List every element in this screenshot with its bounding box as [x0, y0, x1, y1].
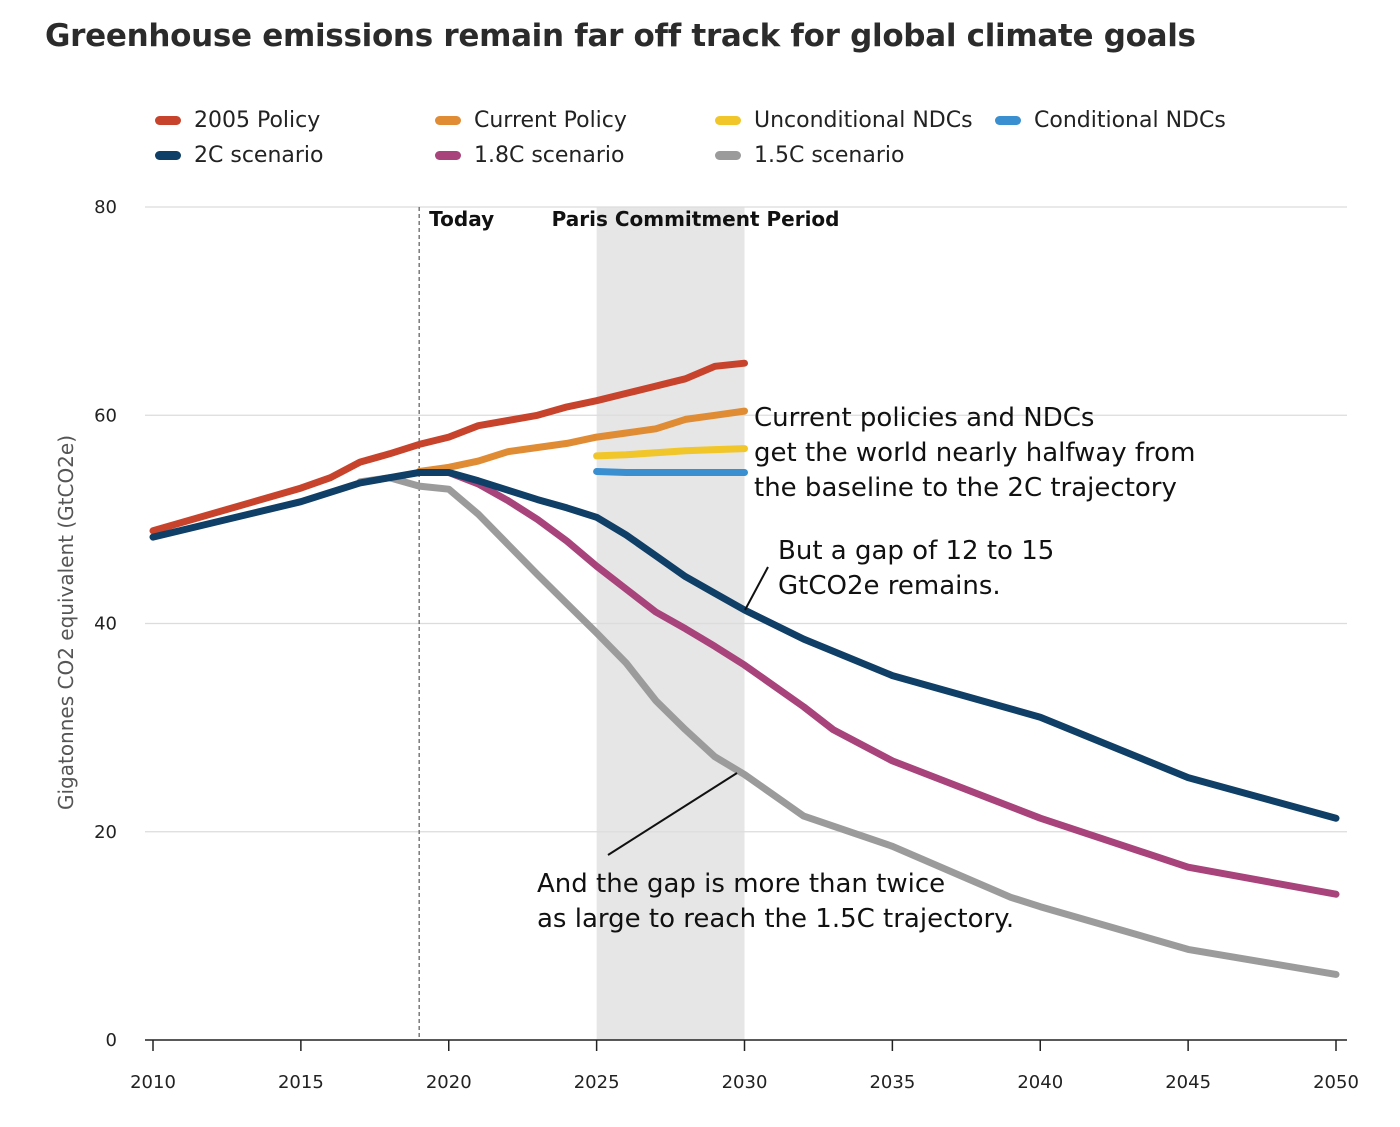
legend-swatch — [435, 116, 461, 125]
annotation-leader-1-5c — [607, 772, 738, 856]
paris-period-label: Paris Commitment Period — [552, 207, 840, 231]
y-tick-label: 20 — [94, 822, 117, 843]
legend-swatch — [155, 151, 181, 160]
legend-item: 2005 Policy — [155, 108, 320, 133]
legend-item: 2C scenario — [155, 143, 324, 168]
x-tick-label: 2010 — [130, 1072, 176, 1093]
annotation-1-5c-gap-line: And the gap is more than twice — [537, 869, 945, 899]
annotation-2c-gap-line: GtCO2e remains. — [778, 571, 1001, 601]
series-line-conditional-ndcs — [593, 468, 748, 476]
annotation-leader-2c — [744, 566, 769, 611]
annotation-policies-line: get the world nearly halfway from — [754, 438, 1195, 468]
legend-item: 1.8C scenario — [435, 143, 624, 168]
y-tick-label: 60 — [94, 405, 117, 426]
legend-item: Current Policy — [435, 108, 627, 133]
legend-label: Conditional NDCs — [1034, 108, 1226, 133]
legend-swatch — [995, 116, 1021, 125]
legend-label: Unconditional NDCs — [754, 108, 973, 133]
annotation-1-5c-gap-line: as large to reach the 1.5C trajectory. — [537, 904, 1014, 934]
series-line-2c-scenario — [149, 469, 1340, 822]
x-tick-label: 2035 — [869, 1072, 915, 1093]
legend-label: 1.8C scenario — [474, 143, 625, 168]
legend-item: Unconditional NDCs — [715, 108, 973, 133]
x-tick-label: 2040 — [1017, 1072, 1063, 1093]
legend-label: Current Policy — [474, 108, 627, 133]
x-tick-label: 2020 — [426, 1072, 472, 1093]
x-tick-label: 2030 — [722, 1072, 768, 1093]
legend-label: 1.5C scenario — [754, 143, 905, 168]
x-tick-label: 2025 — [574, 1072, 620, 1093]
x-tick-label: 2050 — [1313, 1072, 1359, 1093]
annotation-2c-gap-line: But a gap of 12 to 15 — [778, 536, 1054, 566]
y-tick-label: 0 — [106, 1030, 117, 1051]
annotation-policies-line: the baseline to the 2C trajectory — [754, 473, 1177, 503]
series-line-unconditional-ndcs — [593, 445, 748, 460]
annotation-policies: Current policies and NDCs get the world n… — [754, 403, 1195, 503]
annotation-2c-gap: But a gap of 12 to 15 GtCO2e remains. — [778, 536, 1054, 601]
legend-item: Conditional NDCs — [995, 108, 1226, 133]
y-axis-label: Gigatonnes CO2 equivalent (GtCO2e) — [54, 435, 78, 810]
series-line-2005-policy — [149, 359, 748, 535]
legend-swatch — [715, 151, 741, 160]
today-label: Today — [429, 207, 494, 231]
legend-label: 2005 Policy — [194, 108, 321, 133]
series-line-1-5c-scenario — [356, 474, 1340, 978]
x-tick-label: 2015 — [278, 1072, 324, 1093]
chart-title: Greenhouse emissions remain far off trac… — [45, 18, 1196, 54]
x-tick-label: 2045 — [1165, 1072, 1211, 1093]
annotation-policies-line: Current policies and NDCs — [754, 403, 1094, 433]
series-line-1-8c-scenario — [445, 469, 1340, 898]
y-tick-label: 80 — [94, 197, 117, 218]
y-tick-label: 40 — [94, 614, 117, 635]
legend-item: 1.5C scenario — [715, 143, 904, 168]
legend-label: 2C scenario — [194, 143, 324, 168]
legend-swatch — [715, 116, 741, 125]
legend-swatch — [155, 116, 181, 125]
legend-swatch — [435, 151, 461, 160]
annotation-1-5c-gap: And the gap is more than twice as large t… — [537, 869, 1014, 934]
series-line-current-policy — [415, 407, 748, 475]
